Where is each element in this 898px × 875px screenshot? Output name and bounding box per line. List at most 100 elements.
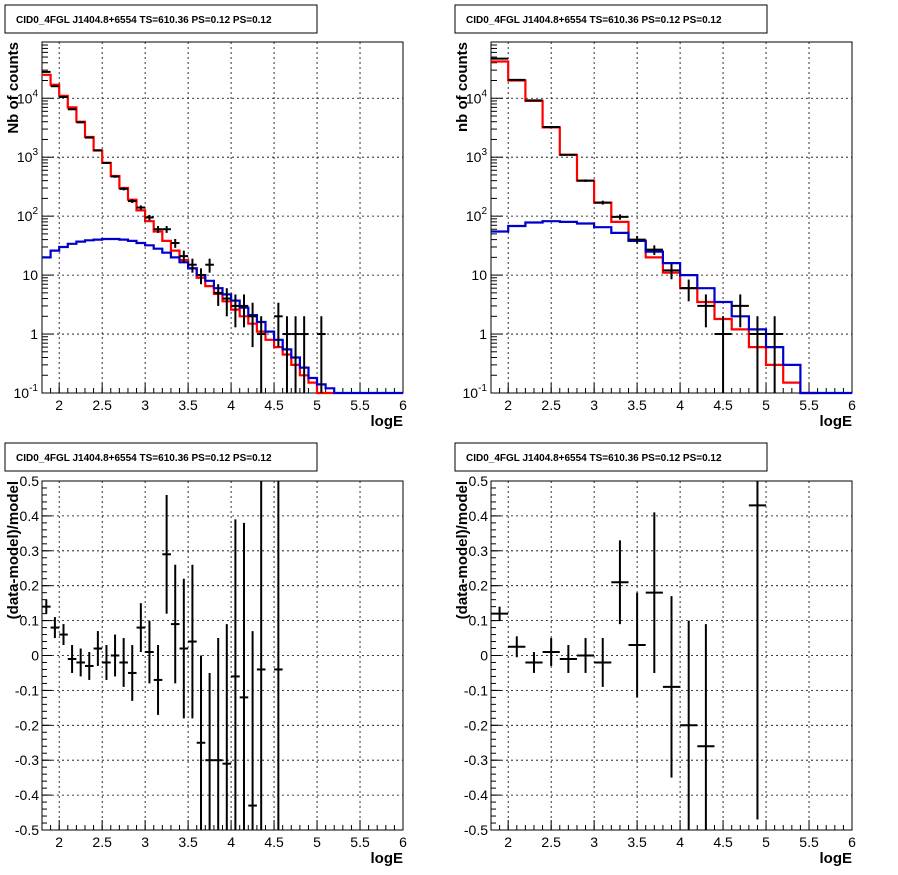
y-tick-label: 0 [31, 648, 39, 664]
x-tick-label: 3.5 [627, 834, 647, 850]
data-point [84, 652, 94, 680]
data-point [162, 226, 171, 233]
y-tick-label: -0.3 [464, 752, 488, 768]
x-tick-label: 2 [504, 834, 512, 850]
data-point [162, 494, 171, 614]
x-tick-label: 5 [313, 834, 321, 850]
y-tick-label: 10-1 [14, 383, 39, 401]
data-point [542, 126, 560, 129]
x-tick-label: 3.5 [178, 834, 198, 850]
y-axis-label: (data-model)/model [5, 481, 22, 619]
y-tick-label: 1 [30, 326, 38, 342]
data-point [239, 522, 249, 830]
x-tick-label: 3 [141, 397, 149, 413]
chart-panel-3: CID0_4FGL J1404.8+6554 TS=610.36 PS=0.12… [4, 442, 407, 867]
y-tick-label: -0.2 [15, 717, 39, 733]
y-tick-label: 0.4 [20, 508, 40, 524]
y-tick-label: 10-1 [463, 383, 488, 401]
x-tick-label: 4 [676, 397, 684, 413]
y-axis-label: nb of counts [454, 42, 471, 132]
plot-frame [41, 41, 404, 394]
x-tick-label: 3 [141, 834, 149, 850]
x-tick-label: 4 [676, 834, 684, 850]
data-point [119, 187, 128, 191]
y-tick-label: 102 [17, 206, 39, 224]
x-tick-label: 5.5 [350, 397, 370, 413]
data-point [213, 638, 223, 830]
data-point [731, 294, 749, 328]
y-tick-label: 0.1 [469, 613, 489, 629]
data-point [110, 175, 120, 178]
y-tick-label: 102 [466, 206, 488, 224]
x-tick-label: 6 [399, 834, 407, 850]
plot-frame [490, 41, 853, 394]
data-point [611, 540, 629, 625]
x-tick-label: 3.5 [627, 397, 647, 413]
data-point [282, 316, 292, 393]
data-point [508, 636, 526, 658]
x-tick-label: 5 [762, 397, 770, 413]
x-tick-label: 5.5 [799, 397, 819, 413]
x-tick-label: 6 [399, 397, 407, 413]
data-point [542, 638, 560, 666]
data-point [576, 638, 595, 673]
data-point [136, 205, 146, 210]
y-axis-label: (data-model)/model [454, 481, 471, 619]
data-point [291, 316, 300, 393]
chart-title-box [4, 442, 318, 472]
data-point [196, 268, 206, 285]
data-point [196, 655, 206, 830]
x-tick-label: 5 [762, 834, 770, 850]
data-point [153, 645, 163, 715]
data-point [188, 258, 197, 273]
data-point [491, 606, 509, 621]
x-tick-label: 2.5 [541, 397, 561, 413]
y-tick-label: -0.4 [15, 787, 39, 803]
x-tick-label: 4.5 [713, 397, 733, 413]
data-point [170, 238, 180, 248]
x-tick-label: 2 [55, 834, 63, 850]
data-point [93, 631, 103, 666]
chart-title-box [454, 442, 768, 472]
chart-panel-4: CID0_4FGL J1404.8+6554 TS=610.36 PS=0.12… [454, 442, 856, 867]
data-point [680, 620, 698, 830]
x-tick-label: 2.5 [92, 834, 112, 850]
data-point [748, 316, 767, 393]
data-point [222, 288, 232, 317]
data-point [153, 226, 163, 233]
data-point [714, 316, 732, 393]
data-point [145, 620, 154, 684]
data-point [594, 638, 612, 687]
data-point [680, 279, 698, 302]
chart-title-box [454, 4, 768, 34]
data-point [645, 512, 663, 673]
x-tick-label: 6 [848, 397, 856, 413]
data-point [662, 263, 681, 280]
y-tick-label: 0.5 [469, 473, 489, 489]
data-point [205, 258, 214, 273]
model-step-line [491, 60, 818, 395]
data-point [317, 316, 326, 393]
data-point [628, 236, 646, 244]
x-tick-label: 3 [590, 834, 598, 850]
data-point [136, 603, 146, 653]
data-point [179, 250, 189, 264]
x-tick-label: 3 [590, 397, 598, 413]
x-tick-label: 4.5 [264, 834, 284, 850]
y-tick-label: 103 [17, 147, 39, 165]
x-tick-label: 2 [55, 397, 63, 413]
chart-panel-1: CID0_4FGL J1404.8+6554 TS=610.36 PS=0.12… [4, 4, 407, 430]
chart-title: CID0_4FGL J1404.8+6554 TS=610.36 PS=0.12… [16, 15, 272, 26]
data-point [93, 149, 103, 152]
data-point [119, 638, 128, 687]
data-point [559, 153, 577, 156]
y-tick-label: 0 [480, 648, 488, 664]
chart-title-box [4, 4, 318, 34]
x-axis-label: logE [371, 413, 404, 430]
data-point [110, 634, 120, 677]
y-tick-label: 103 [466, 147, 488, 165]
data-point [76, 121, 85, 124]
x-tick-label: 4.5 [713, 834, 733, 850]
x-axis-label: logE [371, 850, 404, 867]
data-point [299, 316, 309, 393]
